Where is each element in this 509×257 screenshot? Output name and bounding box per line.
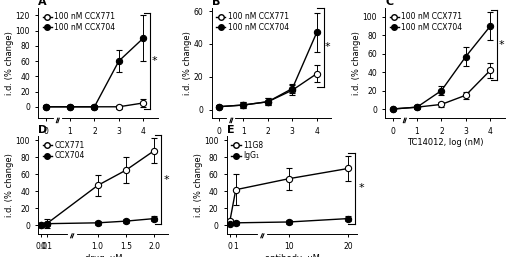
Y-axis label: i.d. (% change): i.d. (% change) (183, 31, 192, 95)
X-axis label: CXCL11, log (nM): CXCL11, log (nM) (62, 138, 134, 147)
X-axis label: CXCL12, log (nM): CXCL12, log (nM) (235, 138, 307, 147)
Text: *: * (497, 40, 503, 50)
Text: *: * (163, 175, 169, 185)
Y-axis label: i.d. (% change): i.d. (% change) (193, 153, 202, 217)
Text: E: E (227, 125, 234, 135)
Text: C: C (384, 0, 392, 7)
Legend: 100 nM CCX771, 100 nM CCX704: 100 nM CCX771, 100 nM CCX704 (388, 12, 462, 33)
Text: D: D (38, 125, 47, 135)
X-axis label: antibody, μM: antibody, μM (264, 254, 319, 257)
Y-axis label: i.d. (% change): i.d. (% change) (351, 31, 360, 95)
Y-axis label: i.d. (% change): i.d. (% change) (5, 31, 14, 95)
Text: B: B (211, 0, 220, 7)
Text: A: A (38, 0, 47, 7)
Text: *: * (357, 183, 363, 194)
Legend: 100 nM CCX771, 100 nM CCX704: 100 nM CCX771, 100 nM CCX704 (42, 12, 116, 33)
X-axis label: TC14012, log (nM): TC14012, log (nM) (406, 138, 483, 147)
Legend: 100 nM CCX771, 100 nM CCX704: 100 nM CCX771, 100 nM CCX704 (215, 12, 289, 33)
X-axis label: drug, μM: drug, μM (84, 254, 122, 257)
Legend: 11G8, IgG₁: 11G8, IgG₁ (230, 140, 263, 161)
Text: *: * (324, 42, 330, 52)
Legend: CCX771, CCX704: CCX771, CCX704 (42, 140, 86, 161)
Text: *: * (151, 56, 157, 66)
Y-axis label: i.d. (% change): i.d. (% change) (5, 153, 14, 217)
